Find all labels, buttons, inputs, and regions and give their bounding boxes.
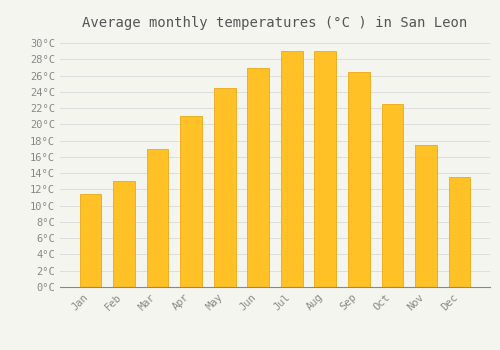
Title: Average monthly temperatures (°C ) in San Leon: Average monthly temperatures (°C ) in Sa… xyxy=(82,16,468,30)
Bar xyxy=(281,51,302,287)
Bar xyxy=(113,181,135,287)
Bar xyxy=(214,88,236,287)
Bar xyxy=(80,194,102,287)
Bar xyxy=(180,116,202,287)
Bar xyxy=(348,72,370,287)
Bar xyxy=(415,145,437,287)
Bar xyxy=(146,149,169,287)
Bar xyxy=(448,177,470,287)
Bar xyxy=(382,104,404,287)
Bar xyxy=(314,51,336,287)
Bar xyxy=(248,68,269,287)
